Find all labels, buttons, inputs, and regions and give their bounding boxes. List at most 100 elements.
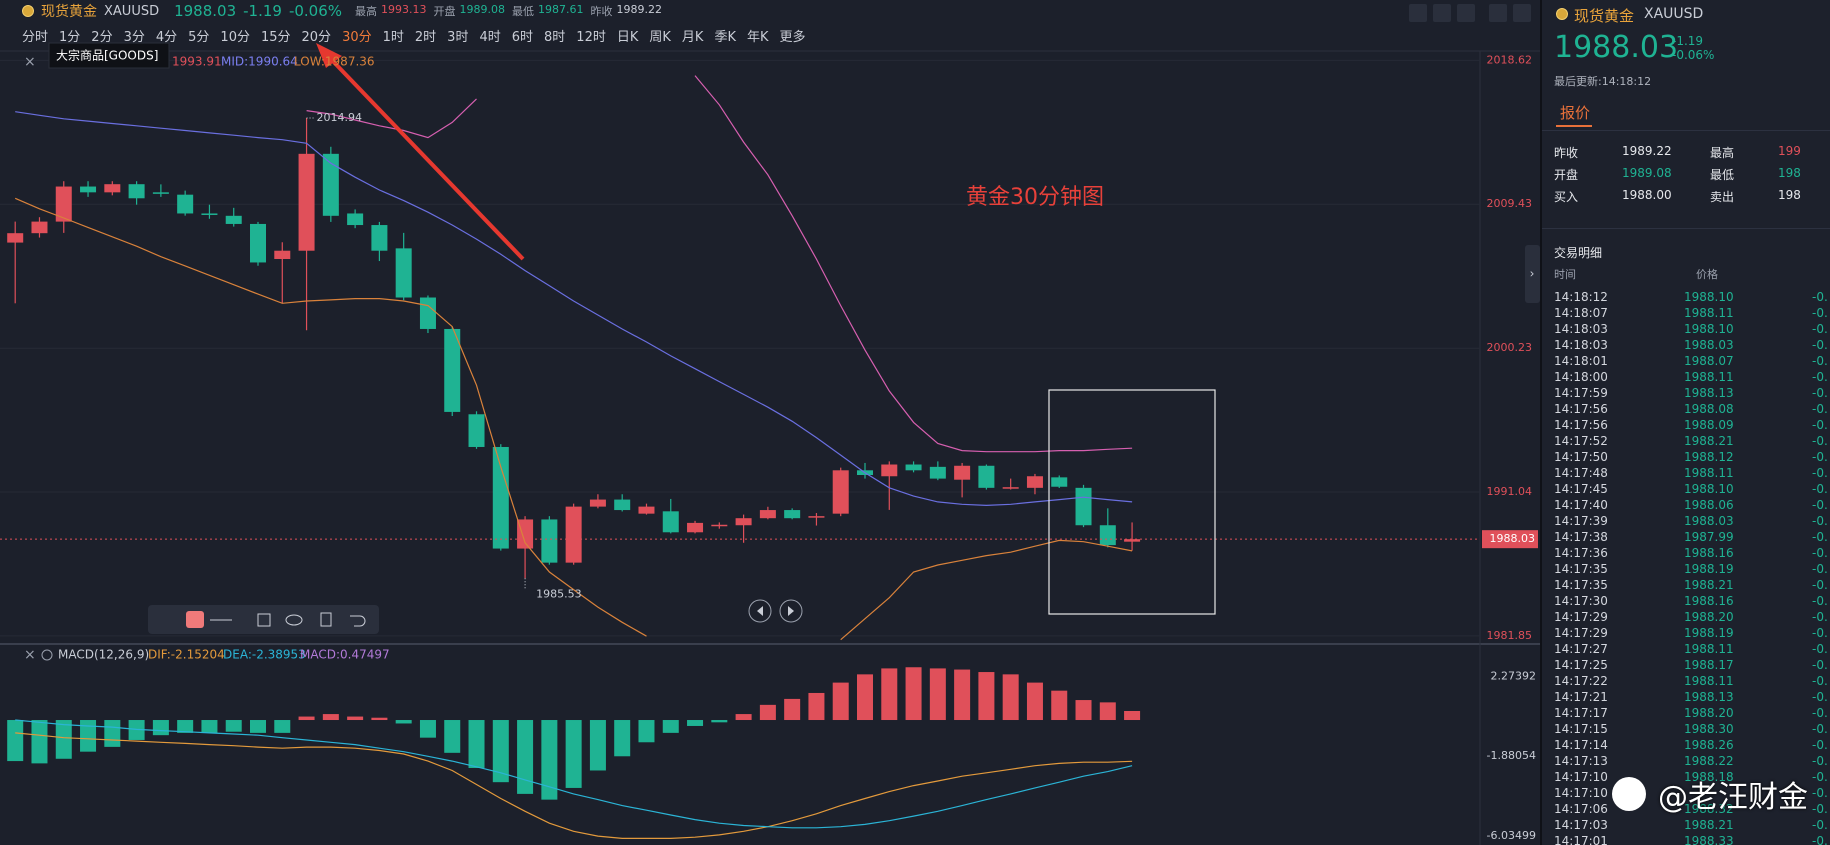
trade-price: 1988.07 bbox=[1684, 354, 1734, 368]
trade-row: 14:17:25 1988.17 -0. bbox=[1542, 658, 1830, 674]
timeframe[interactable]: 年K bbox=[746, 29, 769, 45]
lock-icon[interactable] bbox=[257, 613, 271, 627]
timeframe[interactable]: 2时 bbox=[414, 29, 437, 45]
macd-bar bbox=[517, 720, 534, 794]
macd-bar bbox=[614, 720, 631, 757]
candle-body bbox=[395, 248, 412, 298]
prev-button[interactable] bbox=[748, 599, 772, 623]
time-header: 时间 bbox=[1554, 268, 1576, 281]
timeframe[interactable]: 日K bbox=[616, 29, 639, 45]
price-tag bbox=[1482, 530, 1538, 549]
macd-bar bbox=[565, 720, 582, 788]
macd-bar bbox=[1075, 700, 1092, 721]
macd-bar bbox=[1099, 702, 1116, 721]
timeframe[interactable]: 4分 bbox=[155, 29, 178, 45]
trade-row: 14:17:48 1988.11 -0. bbox=[1542, 466, 1830, 482]
timeframe[interactable]: 月K bbox=[681, 29, 704, 45]
symbol[interactable]: XAUUSD bbox=[104, 3, 160, 19]
axes: 2018.62 2009.43 2000.23 1991.04 1981.85 2.273… bbox=[1482, 53, 1538, 842]
close-icon[interactable]: × bbox=[24, 54, 36, 70]
trade-price: 1988.12 bbox=[1684, 450, 1734, 464]
timeframe[interactable]: 3分 bbox=[123, 29, 145, 45]
timeframe[interactable]: 分时 bbox=[22, 29, 49, 45]
timeframe[interactable]: 4时 bbox=[479, 29, 501, 45]
trade-time: 14:17:56 bbox=[1554, 402, 1608, 416]
trade-price: 1988.08 bbox=[1684, 402, 1734, 416]
macd-bar bbox=[808, 692, 825, 721]
stat-label: 最高 bbox=[355, 5, 378, 18]
timeframe[interactable]: 10分 bbox=[220, 29, 250, 45]
timeframe[interactable]: 季K bbox=[714, 29, 736, 45]
trade-row: 14:17:10 1988.18 -0. bbox=[1542, 770, 1830, 786]
tool-button[interactable] bbox=[1433, 4, 1451, 22]
quote-tab[interactable]: 报价 bbox=[1560, 104, 1591, 122]
timeframe[interactable]: 15分 bbox=[260, 29, 291, 45]
tool-button[interactable] bbox=[1409, 4, 1427, 22]
y-tick-label: 1981.85 bbox=[1487, 629, 1533, 642]
high-label: 2014.94 bbox=[317, 111, 363, 124]
delete-icon[interactable] bbox=[320, 612, 332, 627]
timeframe[interactable]: 1时 bbox=[382, 29, 404, 45]
macd-bar bbox=[55, 720, 72, 759]
macd-bar bbox=[250, 720, 266, 733]
timeframe[interactable]: 8时 bbox=[544, 29, 566, 45]
trade-row: 14:17:22 1988.11 -0. bbox=[1542, 674, 1830, 690]
trade-change: -0. bbox=[1812, 578, 1828, 592]
color-swatch[interactable] bbox=[186, 611, 204, 628]
candle-body bbox=[784, 510, 801, 519]
candle-body bbox=[1026, 476, 1043, 488]
trade-time: 14:17:27 bbox=[1554, 642, 1608, 656]
quote-label: 买入 bbox=[1554, 190, 1579, 204]
gold-icon bbox=[22, 5, 34, 17]
timeframe-bar: 分时 1分 2分 3分 4分 5分 10分 15分 20分 30分 1时 2时 3时 4时 6时 8时 12时日… bbox=[22, 23, 806, 47]
settings-icon[interactable] bbox=[41, 649, 53, 661]
expand-button[interactable] bbox=[1525, 245, 1540, 303]
watermark: @老汪财金 bbox=[1658, 780, 1808, 815]
macd-bar bbox=[759, 704, 776, 721]
quote-value: 1988.00 bbox=[1622, 188, 1672, 202]
timeframe[interactable]: 12时 bbox=[576, 29, 606, 45]
trade-price: 1988.20 bbox=[1684, 610, 1734, 624]
macd-bar bbox=[978, 672, 995, 721]
close-button[interactable] bbox=[1513, 4, 1531, 22]
separator bbox=[1542, 130, 1830, 131]
timeframe[interactable]: 30分 bbox=[342, 29, 372, 45]
trade-time: 14:17:29 bbox=[1554, 610, 1608, 624]
timeframe[interactable]: 周K bbox=[649, 29, 671, 45]
tool-button[interactable] bbox=[1457, 4, 1475, 22]
trade-price: 1988.03 bbox=[1684, 514, 1734, 528]
timeframe[interactable]: 1分 bbox=[59, 29, 81, 45]
close-icon[interactable]: × bbox=[24, 647, 36, 663]
trade-time: 14:17:10 bbox=[1554, 786, 1608, 800]
trade-time: 14:17:01 bbox=[1554, 834, 1608, 845]
trade-price: 1988.20 bbox=[1684, 706, 1734, 720]
timeframe[interactable]: 20分 bbox=[301, 29, 332, 45]
timeframe[interactable]: 6时 bbox=[511, 29, 534, 45]
trade-row: 14:18:07 1988.11 -0. bbox=[1542, 306, 1830, 322]
timeframe[interactable]: 更多 bbox=[779, 29, 806, 45]
fullscreen-button[interactable] bbox=[1489, 4, 1507, 22]
trade-row: 14:17:59 1988.13 -0. bbox=[1542, 386, 1830, 402]
candle-body bbox=[1051, 477, 1068, 487]
macd-bar bbox=[735, 714, 752, 721]
candle-body bbox=[225, 215, 242, 224]
stat-value: 1989.08 bbox=[459, 3, 506, 16]
macd-bar bbox=[881, 668, 898, 721]
quote-label: 最低 bbox=[1710, 168, 1735, 182]
eye-icon[interactable] bbox=[285, 614, 303, 626]
candle-body bbox=[735, 518, 752, 526]
timeframe[interactable]: 5分 bbox=[188, 29, 210, 45]
macd-bar bbox=[832, 682, 849, 721]
timeframe[interactable]: 2分 bbox=[91, 29, 113, 45]
trade-time: 14:18:00 bbox=[1554, 370, 1608, 384]
undo-icon[interactable] bbox=[350, 615, 366, 627]
trade-change: -0. bbox=[1812, 594, 1828, 608]
trade-row: 14:17:38 1987.99 -0. bbox=[1542, 530, 1830, 546]
boll-up: 1993.91 bbox=[172, 55, 222, 69]
timeframe[interactable]: 3时 bbox=[447, 29, 469, 45]
trade-change: -0. bbox=[1812, 514, 1828, 528]
candle-body bbox=[468, 414, 485, 447]
candle-body bbox=[347, 213, 364, 226]
trade-time: 14:18:03 bbox=[1554, 322, 1608, 336]
next-button[interactable] bbox=[779, 599, 803, 623]
